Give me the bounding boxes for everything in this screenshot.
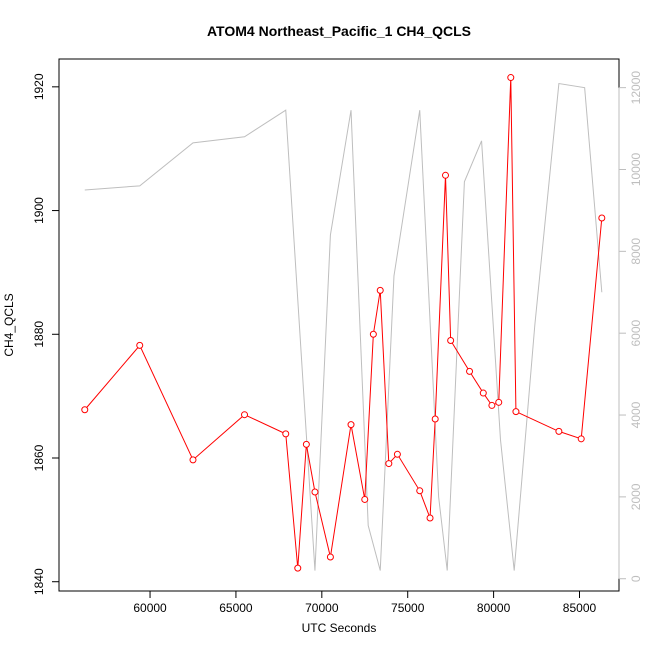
- data-point: [416, 487, 424, 495]
- data-point: [431, 415, 439, 423]
- data-point: [376, 286, 384, 294]
- grey-series-line: [84, 82, 603, 571]
- y-tick-label: 1900: [32, 197, 46, 224]
- y-tick-label: 1860: [32, 444, 46, 471]
- y2-tick-label: 10000: [629, 152, 643, 186]
- data-point: [577, 435, 585, 443]
- data-point: [495, 398, 503, 406]
- data-point: [466, 367, 474, 375]
- data-point: [598, 214, 606, 222]
- chart-title: ATOM4 Northeast_Pacific_1 CH4_QCLS: [207, 23, 471, 39]
- x-tick-label: 65000: [219, 601, 253, 615]
- y2-tick-label: 2000: [629, 483, 643, 510]
- data-point: [326, 553, 334, 561]
- x-tick-label: 75000: [391, 601, 425, 615]
- data-point: [385, 460, 393, 468]
- data-point: [369, 330, 377, 338]
- y2-tick-label: 8000: [629, 238, 643, 265]
- y-tick-label: 1880: [32, 321, 46, 348]
- x-tick-label: 80000: [477, 601, 511, 615]
- data-point: [347, 421, 355, 429]
- data-point: [189, 456, 197, 464]
- data-point: [361, 495, 369, 503]
- data-point: [512, 408, 520, 416]
- data-point: [479, 389, 487, 397]
- y2-tick-label: 6000: [629, 320, 643, 347]
- y2-tick-label: 12000: [629, 71, 643, 105]
- data-point: [241, 411, 249, 419]
- data-point: [507, 74, 515, 82]
- y-tick-label: 1920: [32, 73, 46, 100]
- data-point: [393, 450, 401, 458]
- data-point: [294, 564, 302, 572]
- y-axis-label: CH4_QCLS: [2, 293, 16, 356]
- data-point: [81, 406, 89, 414]
- y2-tick-label: 0: [629, 575, 643, 582]
- y2-tick-label: 4000: [629, 401, 643, 428]
- x-tick-label: 60000: [133, 601, 167, 615]
- data-point: [311, 488, 319, 496]
- data-point: [302, 440, 310, 448]
- data-point: [442, 171, 449, 179]
- data-point: [282, 430, 290, 438]
- y-tick-label: 1840: [32, 568, 46, 595]
- data-point: [447, 336, 455, 344]
- x-axis-label: UTC Seconds: [302, 621, 377, 635]
- data-point: [555, 427, 563, 435]
- x-tick-label: 70000: [305, 601, 339, 615]
- x-tick-label: 85000: [563, 601, 597, 615]
- data-point: [426, 514, 434, 522]
- data-point: [136, 341, 144, 349]
- data-point: [488, 401, 496, 409]
